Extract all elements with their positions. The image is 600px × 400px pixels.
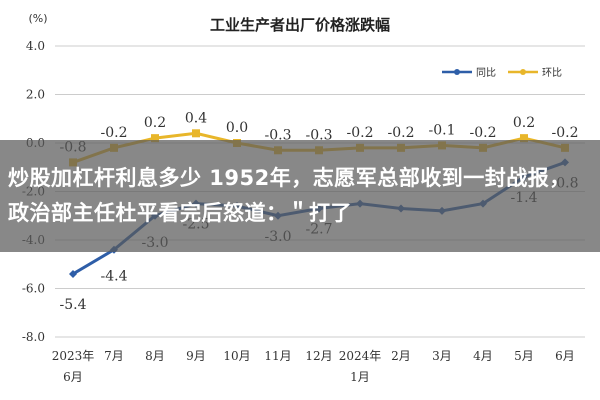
x-tick-label: 4月 [473,349,493,363]
x-tick-label: 2024年 [339,349,382,363]
x-tick-label: 1月 [350,370,370,384]
data-label-mom: 0.4 [185,110,207,126]
x-tick-label: 6月 [63,370,83,384]
x-tick-label: 3月 [432,349,452,363]
caption-overlay: 炒股加杠杆利息多少 1952年，志愿军总部收到一封战报，政治部主任杜平看完后怒道… [0,140,600,252]
chart-title: 工业生产者出厂价格涨跌幅 [210,16,390,34]
legend-marker-yoy [454,69,460,75]
legend-label-mom: 环比 [542,67,562,79]
data-point-mom [151,134,159,143]
x-tick-label: 9月 [186,349,206,363]
y-tick-label: -6.0 [22,282,45,296]
data-label-yoy: -5.4 [60,297,87,313]
x-tick-label: 12月 [305,349,332,363]
legend-label-yoy: 同比 [476,67,496,79]
data-label-mom: -0.2 [552,125,579,141]
data-point-mom [192,129,200,138]
data-point-yoy [69,269,77,278]
data-label-yoy: -4.4 [101,269,128,285]
data-label-mom: -0.2 [101,125,128,141]
data-point-mom [520,134,528,143]
data-label-mom: 0.2 [513,115,535,131]
data-label-mom: -0.2 [388,125,415,141]
y-tick-label: 2.0 [26,88,45,102]
x-tick-label: 5月 [514,349,534,363]
y-tick-label: -8.0 [22,330,45,344]
data-label-mom: -0.3 [265,127,292,143]
legend-marker-mom [520,69,526,75]
data-label-mom: 0.2 [144,115,166,131]
y-axis-unit: (%) [28,12,47,25]
legend: 同比 环比 [442,67,562,79]
data-label-mom: -0.3 [306,127,333,143]
x-tick-label: 10月 [223,349,250,363]
x-tick-label: 11月 [264,349,291,363]
data-label-mom: -0.1 [429,122,456,138]
x-tick-label: 2023年 [52,349,95,363]
x-tick-label: 2月 [391,349,411,363]
data-label-mom: 0.0 [226,120,248,136]
overlay-headline: 炒股加杠杆利息多少 1952年，志愿军总部收到一封战报，政治部主任杜平看完后怒道… [8,166,571,225]
x-tick-label: 7月 [104,349,124,363]
x-tick-labels: 2023年 6月 7月 8月 9月 10月 11月 12月 2024年 1月 2月 3月 4月 5月 6月 [52,349,575,384]
data-label-mom: -0.2 [470,125,497,141]
x-tick-label: 8月 [145,349,165,363]
data-label-mom: -0.2 [347,125,374,141]
y-tick-label: 4.0 [26,39,45,53]
x-tick-label: 6月 [555,349,575,363]
